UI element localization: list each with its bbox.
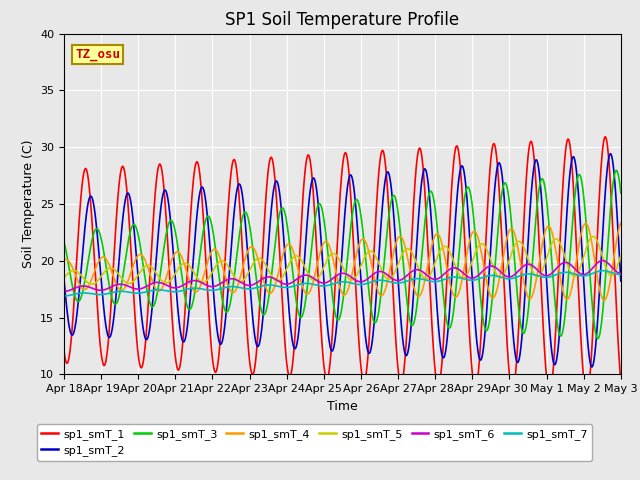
sp1_smT_5 bbox=[89, 281, 97, 287]
Line: sp1_smT_4: sp1_smT_4 bbox=[64, 223, 621, 300]
sp1_smT_6 bbox=[331, 274, 339, 280]
sp1_smT_1 bbox=[331, 289, 339, 295]
sp1_smT_2 bbox=[316, 222, 324, 228]
sp1_smT_6 bbox=[601, 258, 609, 264]
sp1_smT_2 bbox=[499, 176, 506, 181]
sp1_smT_2 bbox=[601, 194, 609, 200]
sp1_smT_2 bbox=[331, 339, 339, 345]
sp1_smT_6 bbox=[617, 270, 625, 276]
sp1_smT_3 bbox=[601, 282, 609, 288]
sp1_smT_1 bbox=[499, 249, 506, 254]
sp1_smT_4 bbox=[617, 220, 625, 226]
sp1_smT_7 bbox=[499, 275, 506, 281]
sp1_smT_6 bbox=[601, 258, 609, 264]
sp1_smT_1 bbox=[601, 134, 609, 140]
sp1_smT_3 bbox=[594, 336, 602, 342]
sp1_smT_2 bbox=[588, 364, 596, 370]
Line: sp1_smT_7: sp1_smT_7 bbox=[64, 271, 621, 296]
sp1_smT_7 bbox=[601, 268, 609, 274]
sp1_smT_5 bbox=[589, 234, 596, 240]
Legend: sp1_smT_1, sp1_smT_2, sp1_smT_3, sp1_smT_4, sp1_smT_5, sp1_smT_6, sp1_smT_7: sp1_smT_1, sp1_smT_2, sp1_smT_3, sp1_smT… bbox=[37, 424, 592, 460]
sp1_smT_4 bbox=[601, 297, 609, 303]
sp1_smT_1 bbox=[601, 134, 609, 140]
sp1_smT_5 bbox=[60, 275, 68, 281]
Y-axis label: Soil Temperature (C): Soil Temperature (C) bbox=[22, 140, 35, 268]
sp1_smT_7 bbox=[88, 291, 96, 297]
sp1_smT_5 bbox=[499, 273, 506, 279]
Line: sp1_smT_1: sp1_smT_1 bbox=[64, 137, 621, 395]
sp1_smT_1 bbox=[316, 309, 324, 314]
sp1_smT_7 bbox=[60, 293, 68, 299]
sp1_smT_7 bbox=[599, 268, 607, 274]
Line: sp1_smT_3: sp1_smT_3 bbox=[64, 170, 621, 339]
sp1_smT_3 bbox=[601, 286, 609, 292]
sp1_smT_5 bbox=[602, 263, 609, 268]
sp1_smT_2 bbox=[617, 278, 625, 284]
sp1_smT_4 bbox=[60, 257, 68, 263]
sp1_smT_7 bbox=[331, 280, 339, 286]
sp1_smT_3 bbox=[331, 309, 339, 314]
sp1_smT_5 bbox=[88, 281, 96, 287]
sp1_smT_4 bbox=[316, 251, 324, 256]
sp1_smT_6 bbox=[598, 258, 606, 264]
sp1_smT_6 bbox=[88, 286, 96, 291]
sp1_smT_3 bbox=[316, 201, 324, 207]
sp1_smT_6 bbox=[60, 288, 68, 294]
sp1_smT_3 bbox=[612, 168, 620, 173]
sp1_smT_5 bbox=[601, 262, 609, 267]
sp1_smT_1 bbox=[617, 378, 625, 384]
sp1_smT_4 bbox=[600, 297, 608, 303]
sp1_smT_6 bbox=[499, 271, 506, 276]
sp1_smT_1 bbox=[60, 348, 68, 354]
sp1_smT_2 bbox=[88, 196, 96, 202]
sp1_smT_2 bbox=[601, 198, 609, 204]
sp1_smT_7 bbox=[601, 268, 609, 274]
Text: TZ_osu: TZ_osu bbox=[75, 48, 120, 61]
Line: sp1_smT_5: sp1_smT_5 bbox=[64, 237, 621, 284]
sp1_smT_3 bbox=[60, 239, 68, 244]
sp1_smT_1 bbox=[602, 134, 609, 140]
sp1_smT_7 bbox=[617, 272, 625, 277]
Title: SP1 Soil Temperature Profile: SP1 Soil Temperature Profile bbox=[225, 11, 460, 29]
sp1_smT_4 bbox=[601, 297, 609, 303]
X-axis label: Time: Time bbox=[327, 400, 358, 413]
sp1_smT_3 bbox=[617, 190, 625, 196]
sp1_smT_1 bbox=[88, 225, 96, 230]
sp1_smT_5 bbox=[316, 272, 324, 278]
Line: sp1_smT_6: sp1_smT_6 bbox=[64, 261, 621, 291]
sp1_smT_5 bbox=[331, 251, 339, 257]
sp1_smT_7 bbox=[316, 283, 324, 288]
sp1_smT_2 bbox=[607, 151, 614, 156]
sp1_smT_3 bbox=[499, 187, 506, 193]
sp1_smT_2 bbox=[60, 276, 68, 282]
sp1_smT_4 bbox=[88, 274, 96, 280]
sp1_smT_4 bbox=[331, 264, 339, 270]
sp1_smT_4 bbox=[499, 258, 506, 264]
sp1_smT_1 bbox=[582, 392, 590, 398]
Line: sp1_smT_2: sp1_smT_2 bbox=[64, 154, 621, 367]
sp1_smT_6 bbox=[316, 279, 324, 285]
sp1_smT_3 bbox=[88, 236, 96, 241]
sp1_smT_5 bbox=[617, 252, 625, 258]
